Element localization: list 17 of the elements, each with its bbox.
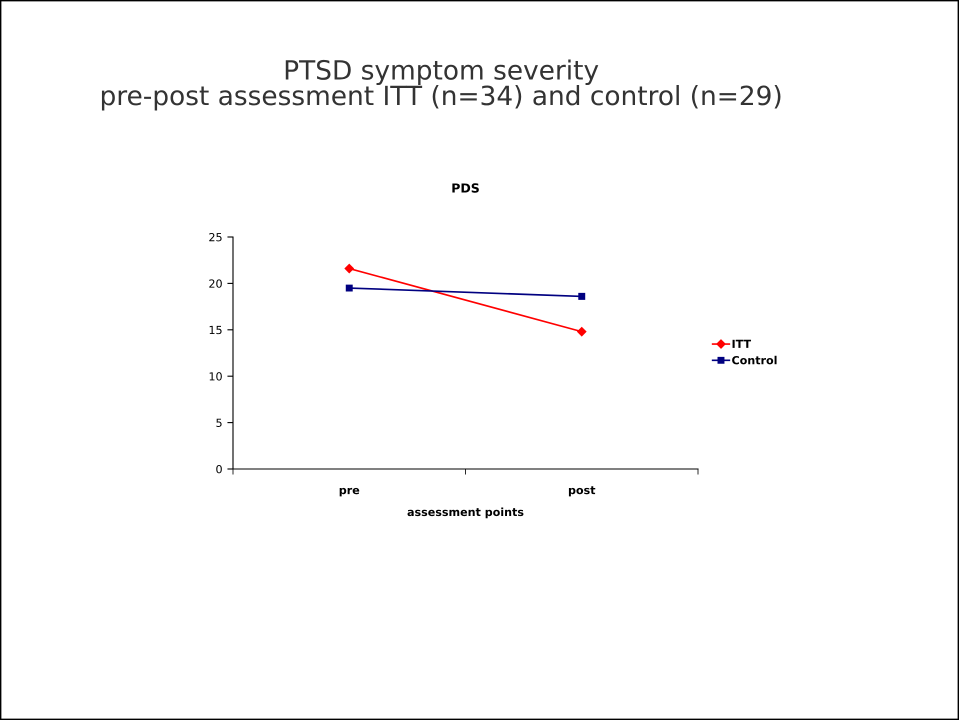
y-tick-label: 25 (209, 232, 222, 242)
y-tick-label: 10 (210, 372, 222, 381)
y-tick-label: 5 (216, 418, 222, 427)
x-axis-title: assessment points (408, 508, 524, 518)
point (578, 292, 586, 300)
point (344, 264, 354, 274)
y-tick-label: 20 (209, 279, 222, 288)
legend-label: ITT (732, 340, 752, 348)
y-tick-label: 0 (216, 464, 222, 474)
legend-label: Control (732, 356, 777, 364)
x-tick-label: pre (340, 488, 360, 496)
y-tick-label: 15 (210, 326, 222, 334)
chart-title: PTSD symptom severity pre-post assessment ITT (n=34) and control (n=29) (102, 59, 780, 111)
chart-subtitle: PDS (452, 183, 479, 193)
point (577, 327, 586, 336)
x-tick-label: post (568, 486, 596, 496)
point (346, 284, 353, 292)
